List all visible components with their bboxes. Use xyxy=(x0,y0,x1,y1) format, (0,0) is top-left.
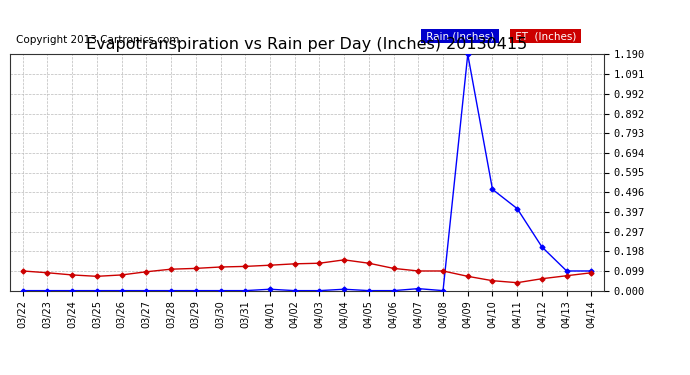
Text: ET  (Inches): ET (Inches) xyxy=(512,32,580,41)
Text: Copyright 2013 Cartronics.com: Copyright 2013 Cartronics.com xyxy=(17,35,179,45)
Text: Rain (Inches): Rain (Inches) xyxy=(423,32,497,41)
Title: Evapotranspiration vs Rain per Day (Inches) 20130415: Evapotranspiration vs Rain per Day (Inch… xyxy=(86,37,528,52)
